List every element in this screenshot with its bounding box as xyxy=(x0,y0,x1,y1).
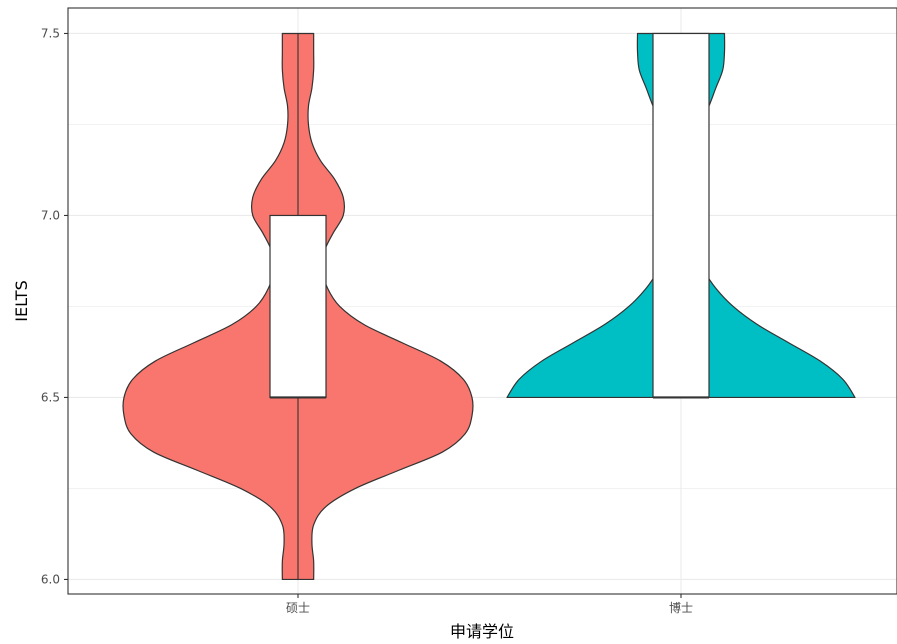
y-axis-title: IELTS xyxy=(12,280,31,321)
y-tick-label: 7.0 xyxy=(41,208,60,222)
x-tick-label: 博士 xyxy=(669,600,693,615)
x-tick-label: 硕士 xyxy=(286,601,310,615)
box-iqr xyxy=(269,214,327,399)
panel-border xyxy=(67,7,897,595)
x-axis-title: 申请学位 xyxy=(450,622,514,641)
boxplots xyxy=(269,32,710,580)
box-iqr xyxy=(652,32,710,399)
axis-ticks: 6.0 6.5 7.0 7.5 硕士 博士 xyxy=(41,26,693,615)
y-tick-label: 7.5 xyxy=(41,26,60,40)
panel-background xyxy=(68,8,897,594)
y-tick-label: 6.0 xyxy=(41,572,60,586)
y-tick-label: 6.5 xyxy=(41,390,60,404)
